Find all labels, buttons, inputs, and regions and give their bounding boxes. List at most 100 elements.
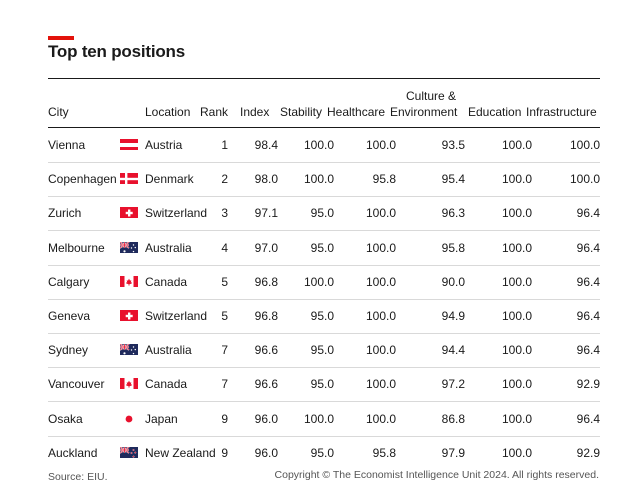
cell-rank: 1 — [221, 138, 228, 152]
cell-rank: 9 — [221, 445, 228, 460]
cell-culture: 97.2 — [441, 377, 465, 392]
cell-city: Calgary — [48, 274, 90, 289]
cell-rank: 9 — [221, 411, 228, 426]
header-location: Location — [145, 105, 191, 119]
cell-location: Switzerland — [145, 309, 208, 323]
cell-city: Geneva — [48, 309, 91, 323]
header-culture-line2: Environment — [390, 105, 458, 119]
cell-stability: 95.0 — [310, 240, 334, 255]
cell-rank: 3 — [221, 206, 228, 221]
cell-healthcare: 95.8 — [372, 172, 396, 187]
table-row: Geneva Switzerland 5 96.8 95.0 100.0 94.9 100.0… — [48, 299, 600, 334]
cell-healthcare: 100.0 — [365, 309, 396, 323]
cell-rank: 7 — [221, 343, 228, 358]
header-city: City — [48, 105, 69, 119]
canada-flag-icon — [120, 275, 138, 287]
cell-stability: 100.0 — [303, 411, 334, 426]
cell-education: 100.0 — [501, 445, 532, 460]
cell-city: Sydney — [48, 343, 89, 358]
header-rank: Rank — [200, 105, 229, 119]
cell-index: 96.0 — [254, 445, 278, 460]
cell-stability: 95.0 — [310, 343, 334, 358]
cell-stability: 100.0 — [303, 172, 334, 187]
cell-location: New Zealand — [145, 445, 216, 460]
header-infrastructure: Infrastructure — [526, 105, 597, 119]
cell-healthcare: 100.0 — [365, 411, 396, 426]
cell-healthcare: 95.8 — [372, 445, 396, 460]
cell-stability: 100.0 — [303, 138, 334, 152]
japan-flag-icon — [120, 412, 138, 424]
accent-bar — [48, 36, 74, 40]
cell-location: Japan — [145, 411, 178, 426]
cell-stability: 95.0 — [310, 309, 334, 323]
cell-infrastructure: 96.4 — [576, 274, 600, 289]
cell-location: Denmark — [145, 172, 194, 187]
cell-infrastructure: 100.0 — [569, 172, 600, 187]
cell-location: Austria — [145, 138, 183, 152]
cell-healthcare: 100.0 — [365, 377, 396, 392]
cell-culture: 94.9 — [441, 309, 465, 323]
cell-infrastructure: 92.9 — [576, 377, 600, 392]
cell-healthcare: 100.0 — [365, 138, 396, 152]
cell-rank: 5 — [221, 309, 228, 323]
cell-education: 100.0 — [501, 377, 532, 392]
table-row: Osaka Japan 9 96.0 100.0 100.0 86.8 100.0 96.4 — [48, 402, 600, 437]
cell-stability: 95.0 — [310, 377, 334, 392]
header-healthcare: Healthcare — [327, 105, 386, 119]
header-index: Index — [240, 105, 270, 119]
denmark-flag-icon — [120, 172, 138, 185]
cell-stability: 95.0 — [310, 206, 334, 221]
cell-education: 100.0 — [501, 343, 532, 358]
cell-city: Auckland — [48, 445, 98, 460]
cell-location: Canada — [145, 274, 188, 289]
australia-flag-icon — [120, 240, 138, 253]
cell-index: 96.0 — [254, 411, 278, 426]
cell-healthcare: 100.0 — [365, 343, 396, 358]
cell-index: 97.1 — [254, 206, 278, 221]
cell-education: 100.0 — [501, 206, 532, 221]
new-zealand-flag-icon — [120, 446, 138, 458]
cell-infrastructure: 96.4 — [576, 206, 600, 221]
cell-rank: 2 — [221, 172, 228, 187]
top-rule — [48, 78, 600, 79]
cell-index: 96.8 — [254, 274, 278, 289]
cell-location: Switzerland — [145, 206, 208, 221]
table-row: Copenhagen Denmark 2 98.0 100.0 95.8 95.4 100.0… — [48, 162, 600, 198]
cell-healthcare: 100.0 — [365, 240, 396, 255]
table-row: Sydney Australia 7 96.6 95.0 100.0 94.4 100.0 96… — [48, 333, 600, 369]
cell-city: Copenhagen — [48, 172, 117, 187]
cell-culture: 96.3 — [441, 206, 465, 221]
cell-city: Zurich — [48, 206, 82, 221]
cell-culture: 94.4 — [441, 343, 465, 358]
table-row: Auckland New Zealand 9 96.0 95.0 95.8 97.9 100.… — [48, 436, 600, 470]
austria-flag-icon — [120, 138, 138, 150]
table-row: Vienna Austria 1 98.4 100.0 100.0 93.5 100.0 100… — [48, 128, 600, 163]
cell-infrastructure: 96.4 — [576, 240, 600, 255]
cell-infrastructure: 96.4 — [576, 411, 600, 426]
cell-infrastructure: 92.9 — [576, 445, 600, 460]
header-education: Education — [468, 105, 522, 119]
cell-city: Melbourne — [48, 240, 105, 255]
cell-education: 100.0 — [501, 274, 532, 289]
cell-culture: 93.5 — [441, 138, 465, 152]
header-culture-line1: Culture & — [406, 89, 457, 103]
cell-education: 100.0 — [501, 138, 532, 152]
copyright-note: Copyright © The Economist Intelligence U… — [274, 469, 599, 481]
cell-healthcare: 100.0 — [365, 274, 396, 289]
cell-healthcare: 100.0 — [365, 206, 396, 221]
cell-stability: 100.0 — [303, 274, 334, 289]
cell-infrastructure: 96.4 — [576, 343, 600, 358]
cell-culture: 95.4 — [441, 172, 465, 187]
table-row: Vancouver Canada 7 96.6 95.0 100.0 97.2 100.0 92… — [48, 367, 600, 403]
chart-title: Top ten positions — [48, 42, 185, 61]
header-stability: Stability — [280, 105, 323, 119]
cell-rank: 7 — [221, 377, 228, 392]
cell-location: Canada — [145, 377, 188, 392]
cell-culture: 86.8 — [441, 411, 465, 426]
table-row: Melbourne Australia 4 97.0 95.0 100.0 95.8 100.… — [48, 231, 600, 266]
cell-index: 96.8 — [254, 309, 278, 323]
cell-index: 98.0 — [254, 172, 278, 187]
source-note: Source: EIU. — [48, 471, 108, 483]
cell-stability: 95.0 — [310, 445, 334, 460]
